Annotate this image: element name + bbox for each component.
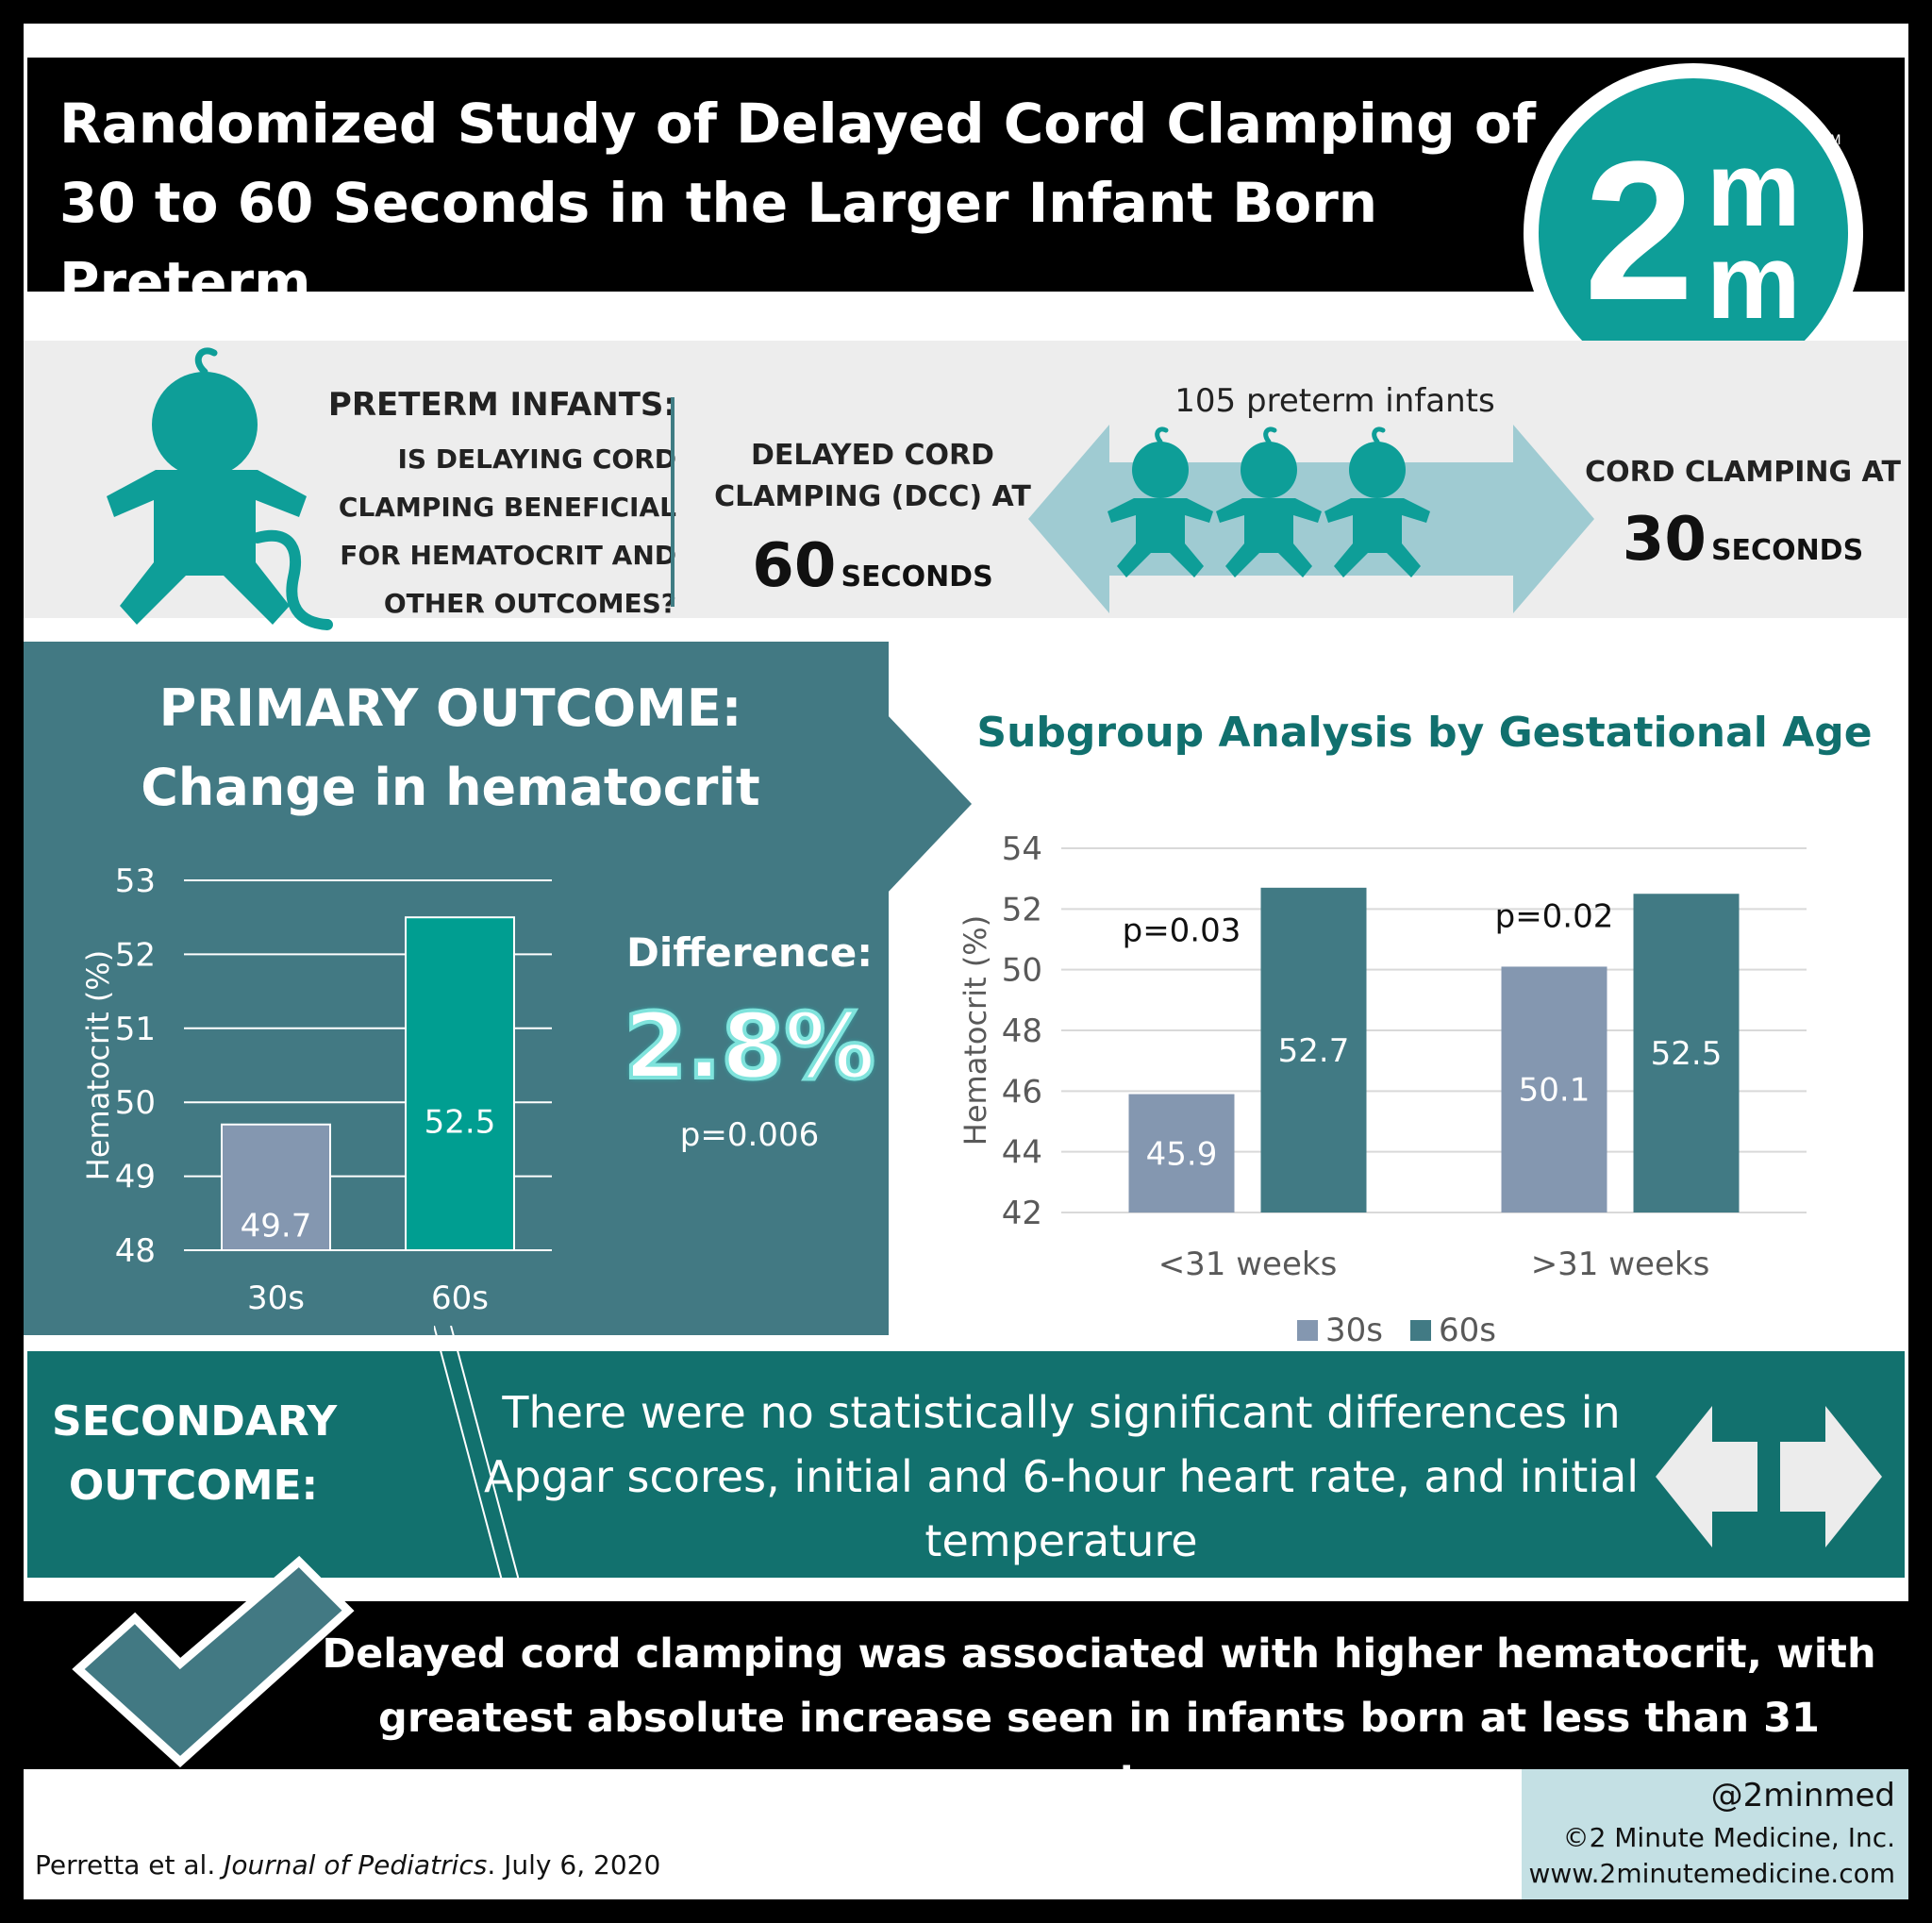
infants-count-label: 105 preterm infants — [1174, 382, 1495, 420]
difference-label: Difference: — [625, 929, 874, 976]
dcc-value: 60 SECONDS — [698, 531, 1047, 601]
y-tick-label: 51 — [115, 1011, 156, 1048]
y-tick-label: 46 — [1002, 1073, 1042, 1111]
x-tick-label: <31 weeks — [1158, 1246, 1338, 1283]
bar — [221, 1123, 331, 1251]
y-tick-label: 49 — [115, 1159, 156, 1196]
website-link[interactable]: www.2minutemedicine.com — [1528, 1858, 1896, 1889]
legend-label: 60s — [1439, 1312, 1496, 1349]
y-tick-label: 52 — [1002, 891, 1042, 928]
logo-letter-top: m — [1707, 130, 1801, 248]
secondary-outcome-text: There were no statistically significant … — [483, 1387, 1640, 1566]
secondary-outcome-label: SECONDARY OUTCOME: — [52, 1397, 338, 1510]
subgroup-hematocrit-chart: 42 44 46 48 50 52 54 Hematocrit (%) 45.9 52.7 p=0.… — [958, 830, 1807, 1349]
difference-value: 2.8% — [622, 992, 876, 1101]
primary-outcome-title: PRIMARY OUTCOME: Change in hematocrit — [118, 669, 783, 828]
y-tick-label: 50 — [115, 1084, 156, 1122]
bar — [1501, 966, 1607, 1212]
y-tick-label: 42 — [1002, 1195, 1042, 1232]
bar — [1260, 887, 1367, 1212]
y-tick-label: 44 — [1002, 1134, 1042, 1172]
primary-hematocrit-chart: 48 49 50 51 52 53 Hematocrit (%) 49.7 30s 52.5 60s — [80, 862, 552, 1317]
primary-outcome-subtitle: Change in hematocrit — [141, 758, 760, 817]
baby-icon — [107, 347, 333, 630]
y-tick-label: 52 — [115, 936, 156, 974]
legend-swatch — [1297, 1320, 1318, 1341]
data-label: 52.7 — [1278, 1032, 1350, 1070]
question-band — [24, 341, 1908, 618]
data-label: 50.1 — [1519, 1072, 1591, 1110]
cc-seconds-number: 30 — [1622, 505, 1707, 575]
difference-p-value: p=0.006 — [679, 1116, 820, 1154]
logo-number: 2 — [1584, 120, 1694, 342]
citation-date: . July 6, 2020 — [487, 1849, 661, 1881]
question-heading: PRETERM INFANTS: — [327, 386, 676, 424]
y-axis-label: Hematocrit (%) — [80, 950, 116, 1180]
conclusion-text: Delayed cord clamping was associated wit… — [322, 1630, 1876, 1806]
data-label: 45.9 — [1146, 1135, 1218, 1173]
three-babies-icon — [1104, 425, 1519, 594]
citation-journal: Journal of Pediatrics — [224, 1849, 488, 1881]
y-axis-label: Hematocrit (%) — [958, 915, 993, 1145]
p-value-annotation: p=0.03 — [1123, 912, 1241, 950]
panel-connector-lines — [434, 1326, 519, 1581]
x-tick-label: 60s — [431, 1279, 489, 1317]
question-text: IS DELAYING CORD CLAMPING BENEFICIAL FOR… — [338, 443, 676, 619]
secondary-outcome-panel — [27, 1351, 1905, 1578]
citation-authors: Perretta et al. — [35, 1849, 216, 1881]
cc-value: 30 SECONDS — [1585, 505, 1901, 575]
logo-trademark: TM — [1822, 133, 1841, 148]
y-tick-label: 54 — [1002, 830, 1042, 868]
data-label: 49.7 — [241, 1207, 312, 1245]
y-tick-label: 48 — [115, 1232, 156, 1270]
bar — [405, 916, 515, 1251]
no-difference-arrows-icon — [1656, 1406, 1882, 1547]
dcc-seconds-unit: SECONDS — [841, 560, 993, 594]
data-label: 52.5 — [425, 1104, 496, 1142]
p-value-annotation: p=0.02 — [1495, 897, 1614, 935]
infographic-canvas: Randomized Study of Delayed Cord Clampin… — [24, 24, 1908, 1899]
cc-seconds-unit: SECONDS — [1710, 534, 1864, 567]
right-arrow-icon — [887, 714, 972, 894]
dcc-label: DELAYED CORD CLAMPING (DCC) AT — [714, 439, 1031, 513]
primary-outcome-heading: PRIMARY OUTCOME: — [158, 678, 742, 738]
x-tick-label: 30s — [247, 1279, 305, 1317]
credit-box: @2minmed ©2 Minute Medicine, Inc. www.2m… — [1522, 1769, 1908, 1899]
bar — [1633, 894, 1740, 1212]
copyright: ©2 Minute Medicine, Inc. — [1562, 1822, 1895, 1853]
twitter-handle: @2minmed — [1710, 1777, 1895, 1814]
subgroup-title: Subgroup Analysis by Gestational Age — [976, 709, 1873, 757]
logo: 2 m m TM — [1524, 63, 1863, 403]
legend-swatch — [1410, 1320, 1431, 1341]
y-tick-label: 50 — [1002, 952, 1042, 990]
y-tick-label: 48 — [1002, 1012, 1042, 1050]
x-tick-label: >31 weeks — [1531, 1246, 1710, 1283]
dcc-seconds-number: 60 — [752, 531, 837, 601]
page-title: Randomized Study of Delayed Cord Clampin… — [59, 92, 1536, 314]
question-divider — [671, 397, 675, 607]
conclusion-bar — [24, 1601, 1908, 1769]
legend-label: 30s — [1325, 1312, 1383, 1349]
bar — [1128, 1094, 1235, 1212]
citation: Perretta et al. Journal of Pediatrics. J… — [35, 1849, 660, 1881]
cc-label: CORD CLAMPING AT — [1585, 456, 1901, 489]
checkmark-icon — [72, 1555, 355, 1768]
data-label: 52.5 — [1651, 1035, 1723, 1073]
logo-circle: 2 m m TM — [1539, 78, 1848, 388]
y-tick-label: 53 — [115, 862, 156, 900]
logo-letter-bottom: m — [1707, 223, 1801, 341]
